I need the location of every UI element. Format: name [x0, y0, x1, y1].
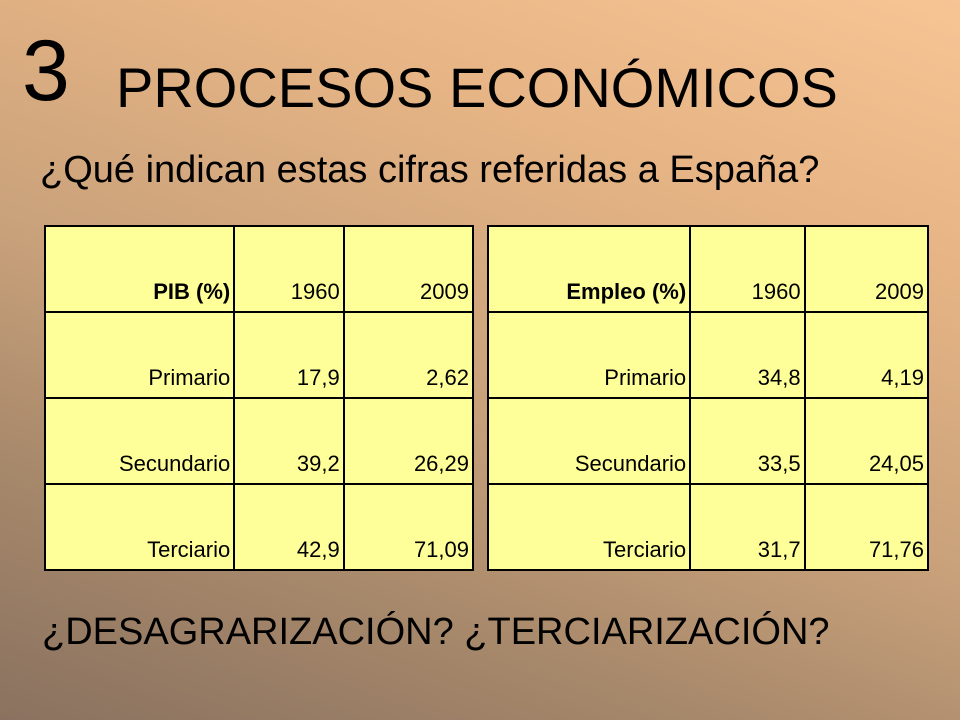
- table-row: Secundario 39,2 26,29: [43, 397, 475, 485]
- table-cell: Primario: [486, 311, 692, 399]
- bottom-question: ¿DESAGRARIZACIÓN? ¿TERCIARIZACIÓN?: [42, 611, 830, 653]
- table-cell: 71,09: [342, 483, 475, 571]
- table-cell: 31,7: [689, 483, 806, 571]
- slide-subtitle: ¿Qué indican estas cifras referidas a Es…: [40, 149, 820, 191]
- table-row: Secundario 33,5 24,05: [486, 397, 930, 485]
- slide-number: 3: [22, 23, 70, 119]
- table-row: Terciario 31,7 71,76: [486, 483, 930, 571]
- table-row: Primario 34,8 4,19: [486, 311, 930, 399]
- table-cell: Secundario: [486, 397, 692, 485]
- table-cell: 39,2: [233, 397, 345, 485]
- table-header-cell: 1960: [233, 225, 345, 313]
- table-cell: 4,19: [803, 311, 930, 399]
- table-cell: 33,5: [689, 397, 806, 485]
- table-cell: Terciario: [43, 483, 236, 571]
- table-cell: Terciario: [486, 483, 692, 571]
- table-cell: Secundario: [43, 397, 236, 485]
- table-header-cell: 2009: [342, 225, 475, 313]
- table-header-cell: 1960: [689, 225, 806, 313]
- table-cell: 34,8: [689, 311, 806, 399]
- table-row: Primario 17,9 2,62: [43, 311, 475, 399]
- table-cell: 71,76: [803, 483, 930, 571]
- table-header-cell: PIB (%): [43, 225, 236, 313]
- table-header-row: PIB (%) 1960 2009: [43, 225, 475, 313]
- empleo-table: Empleo (%) 1960 2009 Primario 34,8 4,19 …: [486, 225, 930, 571]
- table-cell: 17,9: [233, 311, 345, 399]
- table-cell: 24,05: [803, 397, 930, 485]
- pib-table: PIB (%) 1960 2009 Primario 17,9 2,62 Sec…: [43, 225, 475, 571]
- table-row: Terciario 42,9 71,09: [43, 483, 475, 571]
- table-header-cell: 2009: [803, 225, 930, 313]
- table-cell: 26,29: [342, 397, 475, 485]
- table-header-row: Empleo (%) 1960 2009: [486, 225, 930, 313]
- slide-title: PROCESOS ECONÓMICOS: [116, 56, 838, 119]
- table-cell: Primario: [43, 311, 236, 399]
- table-cell: 42,9: [233, 483, 345, 571]
- table-header-cell: Empleo (%): [486, 225, 692, 313]
- table-cell: 2,62: [342, 311, 475, 399]
